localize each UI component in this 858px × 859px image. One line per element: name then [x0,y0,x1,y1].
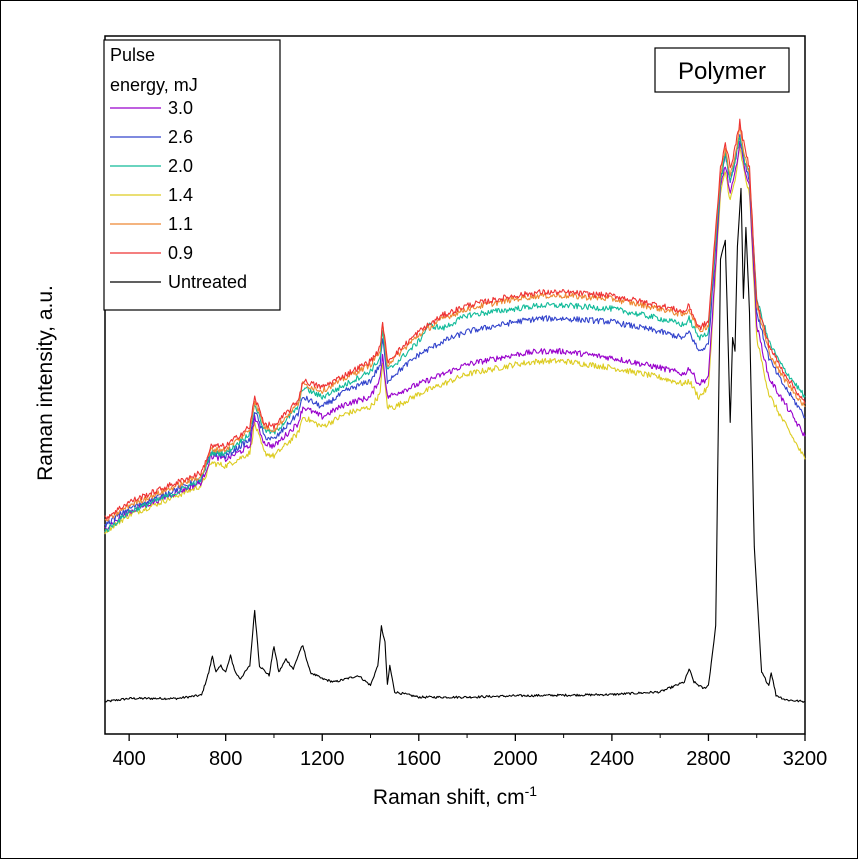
legend-box [103,39,281,311]
x-tick-label: 2800 [686,748,731,770]
series-layer [104,118,806,703]
x-axis-title: Raman shift, cm-1 [373,783,537,809]
plot-area [104,35,806,735]
legend-entries: 3.0 2.6 2.0 1.4 1.1 0.9 Untreated [110,98,247,292]
panel-label-box [654,47,790,93]
legend: Pulse energy, mJ 3.0 2.6 2.0 1.4 1.1 0.9 Untre… [103,39,281,311]
x-tick-label: 2000 [493,748,538,770]
legend-label: 2.0 [168,156,193,176]
x-tick-label: 800 [209,748,242,770]
x-tick-label: 400 [112,748,145,770]
legend-title-line2: energy, mJ [110,75,198,95]
y-axis-title: Raman intensity, a.u. [34,285,57,481]
series-line-2-0 [104,136,806,533]
legend-title-line1: Pulse [110,45,155,65]
legend-label: 1.1 [168,214,193,234]
legend-label: 1.4 [168,185,193,205]
x-tick-label: 2400 [590,748,635,770]
series-line-untreated [104,187,806,703]
series-line-3-0 [104,140,806,531]
series-line-1-1 [104,126,806,522]
x-axis-title-superscript: -1 [525,783,538,799]
legend-label: 3.0 [168,98,193,118]
x-tick-label: 1600 [397,748,442,770]
x-axis-ticks: 400 800 1200 1600 2000 2400 2800 3200 [112,734,827,770]
legend-label: Untreated [168,272,247,292]
x-axis-title-main: Raman shift, cm [373,786,525,809]
legend-label: 2.6 [168,127,193,147]
panel-label: Polymer [678,58,766,85]
series-line-1-4 [104,146,806,535]
x-tick-label: 3200 [783,748,828,770]
x-tick-label: 1200 [300,748,345,770]
series-line-0-9 [104,118,806,520]
legend-label: 0.9 [168,243,193,263]
